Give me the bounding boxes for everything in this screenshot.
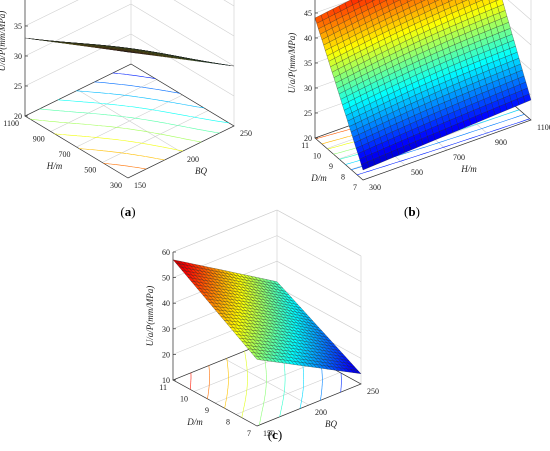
y-tick-label: 11 bbox=[301, 141, 309, 150]
z-tick-label: 50 bbox=[162, 274, 170, 283]
x-tick-label: 900 bbox=[33, 135, 45, 144]
z-tick-label: 60 bbox=[162, 248, 170, 257]
contour-line bbox=[189, 372, 192, 390]
z-tick-label: 40 bbox=[162, 299, 170, 308]
z-tick-label: 25 bbox=[14, 82, 22, 91]
z-tick-label: 30 bbox=[304, 84, 312, 93]
chart-b: 20253035404550U/a/P(mm/MPa)3005007009001… bbox=[287, 0, 550, 219]
y-tick-label: 10 bbox=[180, 395, 188, 404]
x-tick-label: 500 bbox=[411, 168, 423, 177]
contour-line bbox=[57, 99, 229, 124]
x-tick-label: 1100 bbox=[3, 119, 19, 128]
chart-c: 10 20 30 40 50 60 U/a/P(mm/MPa) 150 200 250 BQ 7 8 9 1… bbox=[145, 209, 379, 442]
z-axis-label: U/a/P(mm/MPa) bbox=[287, 33, 297, 94]
contour-line bbox=[340, 373, 342, 393]
contour-line bbox=[76, 90, 205, 109]
z-tick-label: 20 bbox=[304, 134, 312, 143]
surface-cell bbox=[253, 355, 262, 361]
contour-line bbox=[39, 108, 220, 134]
y-tick-label: 10 bbox=[313, 152, 321, 161]
y-tick-label: 11 bbox=[159, 383, 167, 392]
contour-line bbox=[112, 72, 156, 79]
axes: 10 20 30 40 50 60 U/a/P(mm/MPa) 150 200 250 BQ 7 8 9 1… bbox=[145, 248, 379, 438]
z-tick-label: 10 bbox=[162, 376, 170, 385]
contour-line bbox=[94, 81, 180, 94]
x-tick-label: 700 bbox=[59, 150, 71, 159]
y-tick-label: 7 bbox=[247, 429, 251, 438]
surface bbox=[172, 259, 362, 374]
x-tick-label: 200 bbox=[315, 408, 327, 417]
contour-line bbox=[357, 118, 530, 176]
y-tick-label: 8 bbox=[341, 173, 345, 182]
z-axis-label: U/a/P(mm/MPa) bbox=[145, 286, 155, 347]
floor-contours bbox=[30, 72, 229, 170]
x-axis-label: BQ bbox=[325, 419, 337, 429]
x-axis-label: H/m bbox=[46, 161, 63, 171]
x-tick-label: 1100 bbox=[537, 123, 550, 132]
contour-line bbox=[241, 351, 248, 418]
z-tick-label: 25 bbox=[304, 109, 312, 118]
y-tick-label: 7 bbox=[353, 183, 357, 192]
y-tick-label: 9 bbox=[329, 162, 333, 171]
z-tick-label: 35 bbox=[14, 22, 22, 31]
x-tick-label: 500 bbox=[84, 166, 96, 175]
x-tick-label: 900 bbox=[495, 138, 507, 147]
surface bbox=[24, 37, 235, 67]
y-tick-label: 9 bbox=[205, 406, 209, 415]
x-tick-label: 250 bbox=[367, 387, 379, 396]
z-tick-label: 40 bbox=[304, 34, 312, 43]
y-axis-label: BQ bbox=[195, 166, 207, 176]
panel-caption: (a) bbox=[120, 204, 135, 219]
surface-cell bbox=[124, 51, 132, 53]
z-tick-label: 20 bbox=[14, 112, 22, 121]
contour-line bbox=[54, 133, 183, 152]
axes-frame bbox=[24, 0, 235, 179]
z-tick-label: 45 bbox=[304, 9, 312, 18]
surface bbox=[314, 0, 532, 171]
chart-a: 202530354045U/a/P(mm/MPa)300500700900110… bbox=[0, 0, 252, 219]
y-axis-label: D/m bbox=[186, 417, 203, 427]
contour-line bbox=[207, 365, 210, 399]
contour-line bbox=[103, 163, 147, 170]
y-axis-label: D/m bbox=[310, 173, 327, 183]
axes: 20253035404550U/a/P(mm/MPa)3005007009001… bbox=[287, 0, 550, 192]
z-axis-label: U/a/P(mm/MPa) bbox=[0, 11, 7, 72]
panel-caption: (c) bbox=[268, 427, 282, 442]
x-tick-label: 150 bbox=[263, 429, 275, 438]
y-tick-label: 250 bbox=[240, 129, 252, 138]
y-tick-label: 200 bbox=[187, 155, 199, 164]
axes: 202530354045U/a/P(mm/MPa)300500700900110… bbox=[0, 0, 252, 190]
z-tick-label: 35 bbox=[304, 59, 312, 68]
x-tick-label: 300 bbox=[110, 181, 122, 190]
contour-line bbox=[30, 118, 202, 143]
z-tick-label: 30 bbox=[162, 325, 170, 334]
x-tick-label: 300 bbox=[369, 183, 381, 192]
panel-caption: (b) bbox=[404, 204, 420, 219]
z-tick-label: 30 bbox=[14, 52, 22, 61]
contour-line bbox=[224, 358, 229, 409]
z-tick-label: 20 bbox=[162, 350, 170, 359]
contour-line bbox=[79, 148, 165, 161]
floor-contours bbox=[189, 340, 342, 425]
y-tick-label: 150 bbox=[134, 181, 146, 190]
surface-cell bbox=[361, 161, 370, 171]
x-tick-label: 700 bbox=[453, 153, 465, 162]
z-tick-label: 40 bbox=[14, 0, 22, 1]
y-tick-label: 8 bbox=[226, 418, 230, 427]
x-axis-label: H/m bbox=[460, 164, 477, 174]
